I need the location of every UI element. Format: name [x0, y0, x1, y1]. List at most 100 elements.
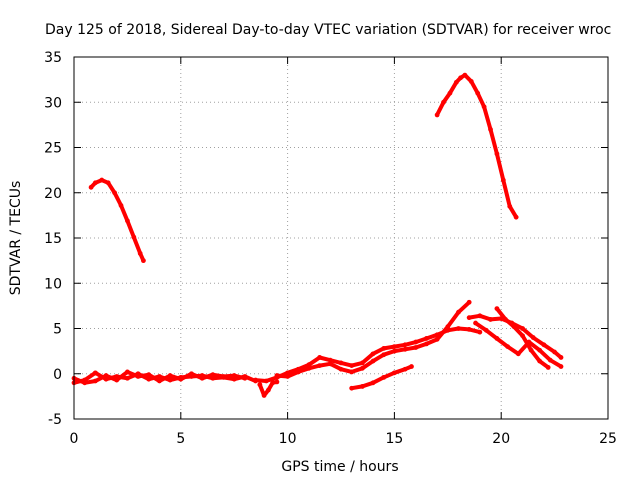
data-point-baseline-b	[199, 375, 205, 381]
data-point-midday-b	[392, 348, 397, 354]
data-point-midday-a	[253, 377, 258, 383]
data-point-evening-c	[503, 317, 508, 322]
data-point-baseline-b	[242, 375, 248, 381]
x-axis-label: GPS time / hours	[281, 459, 398, 475]
data-point-midday-b	[359, 365, 365, 371]
data-point-baseline-b	[82, 380, 88, 386]
y-tick-label: 5	[53, 322, 62, 338]
data-point-midday-a	[392, 344, 397, 349]
data-point-midday-a	[381, 346, 387, 351]
data-point-arc-late-high	[453, 79, 459, 85]
grid-lines	[74, 57, 608, 419]
data-point-midday-a	[359, 360, 365, 366]
data-point-low-afternoon-arc	[392, 370, 397, 376]
data-point-arc-late-high	[462, 72, 468, 78]
data-point-baseline-b	[103, 373, 109, 378]
data-point-baseline-a	[231, 376, 237, 382]
x-tick-label: 0	[70, 431, 79, 447]
y-tick-label: -5	[48, 412, 62, 428]
data-point-evening-b	[547, 357, 553, 363]
data-point-evening-a	[488, 317, 493, 322]
y-axis-label: SDTVAR / TECUs	[8, 181, 24, 296]
data-point-midday-a	[317, 355, 323, 360]
data-point-arc-late-high	[447, 90, 453, 96]
data-point-midday-b	[370, 358, 376, 364]
data-point-baseline-b	[92, 378, 98, 384]
data-point-evening-b	[537, 347, 543, 353]
data-point-baseline-b	[125, 369, 130, 375]
data-point-midday-b	[327, 361, 333, 367]
data-point-evening-c	[545, 365, 551, 370]
data-point-evening-b	[505, 344, 511, 349]
data-point-evening-a	[530, 335, 536, 340]
data-point-baseline-b	[157, 378, 162, 384]
data-point-midday-b	[413, 345, 419, 350]
data-point-evening-c	[520, 333, 525, 339]
data-point-arc-early-high	[118, 203, 124, 208]
data-point-midday-a	[370, 351, 376, 357]
data-point-midday-b	[338, 366, 344, 372]
data-point-midday-b	[381, 352, 387, 358]
data-point-baseline-b	[178, 376, 184, 382]
chart-title: Day 125 of 2018, Sidereal Day-to-day VTE…	[45, 22, 611, 38]
x-tick-label: 5	[176, 431, 185, 447]
data-point-arc-late-high	[481, 104, 487, 110]
data-point-evening-a	[520, 326, 525, 331]
y-tick-label: 25	[44, 141, 62, 157]
series-evening-a	[467, 313, 563, 360]
data-point-midday-a	[349, 363, 355, 369]
data-series	[71, 72, 564, 398]
data-point-arc-late-high	[488, 126, 493, 132]
data-point-dip-near-9h	[261, 393, 267, 398]
data-point-midday-a	[338, 360, 344, 366]
data-point-midday-b	[349, 369, 355, 375]
x-tick-label: 10	[279, 431, 297, 447]
series-arc-early-high	[89, 178, 146, 263]
data-point-dip-near-9h	[257, 382, 263, 388]
data-point-arc-early-high	[131, 234, 137, 240]
data-point-baseline-a	[167, 377, 173, 383]
data-point-midday-b	[424, 341, 429, 347]
data-point-midday-a	[263, 378, 269, 384]
data-point-evening-c	[494, 306, 500, 311]
data-point-baseline-b	[135, 374, 141, 379]
x-tick-label: 20	[492, 431, 510, 447]
data-point-arc-late-high	[494, 151, 500, 157]
data-point-baseline-b	[189, 371, 194, 377]
data-point-arc-early-high	[137, 250, 143, 256]
data-point-low-afternoon-arc	[370, 380, 376, 386]
series-arc-late-high	[435, 73, 519, 220]
data-point-baseline-a	[92, 370, 98, 376]
data-point-evening-b	[494, 336, 500, 341]
data-point-arc-early-high	[141, 258, 146, 264]
data-point-midday-b	[466, 299, 472, 305]
data-point-dip-near-9h	[270, 380, 276, 386]
data-point-baseline-b	[210, 372, 216, 378]
data-point-midday-a	[413, 339, 419, 345]
data-point-baseline-b	[221, 374, 226, 379]
data-point-evening-b	[558, 364, 564, 369]
data-point-arc-early-high	[92, 180, 98, 186]
data-point-arc-early-high	[99, 177, 105, 183]
data-point-low-afternoon-arc	[349, 385, 355, 391]
data-point-midday-a	[466, 327, 472, 332]
y-tick-label: 10	[44, 276, 62, 292]
data-point-arc-late-high	[441, 99, 446, 105]
x-tick-label: 25	[599, 431, 617, 447]
data-point-arc-early-high	[112, 190, 117, 196]
y-tick-label: 15	[44, 231, 62, 247]
x-tick-label: 15	[385, 431, 403, 447]
data-point-arc-early-high	[88, 184, 94, 190]
data-point-evening-b	[473, 320, 478, 326]
data-point-baseline-b	[114, 377, 120, 383]
y-tick-label: 20	[44, 186, 62, 202]
data-point-dip-near-9h	[265, 387, 271, 393]
data-point-baseline-b	[231, 373, 237, 378]
data-point-arc-late-high	[513, 214, 519, 220]
data-point-evening-a	[477, 313, 483, 319]
data-point-evening-b	[515, 351, 521, 357]
data-point-baseline-b	[146, 372, 152, 378]
data-point-arc-late-high	[507, 203, 513, 209]
data-point-baseline-a	[157, 374, 162, 379]
